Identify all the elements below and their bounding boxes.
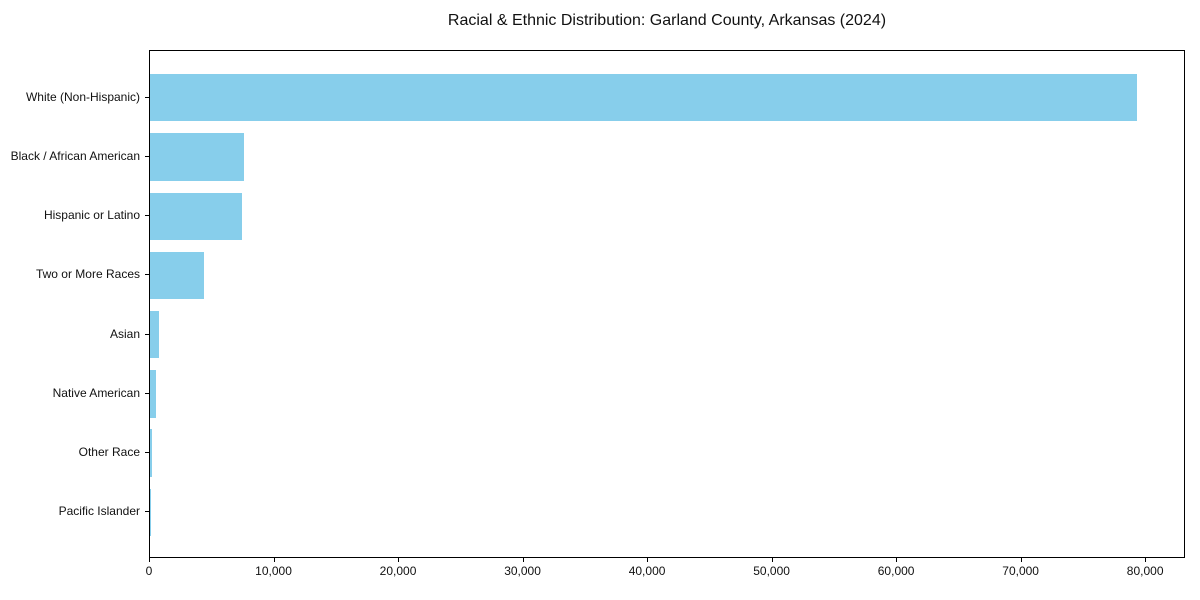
x-axis-tick-label: 0 [145,564,153,578]
y-axis-tick [145,452,149,454]
y-axis-tick [145,392,149,394]
y-axis-label: Two or More Races [35,267,140,282]
y-axis-tick [145,274,149,276]
x-axis-tick-label: 30,000 [504,564,541,578]
x-axis-tick-label: 50,000 [753,564,790,578]
plot-area [149,50,1185,558]
x-axis-tick [149,558,150,562]
bar [150,74,1137,122]
bar [150,488,151,536]
y-axis-tick [145,215,149,217]
bar [150,192,243,240]
y-axis-label: Hispanic or Latino [43,208,140,223]
x-axis-tick-label: 60,000 [877,564,915,578]
y-axis-tick [145,96,149,98]
x-axis-tick-label: 20,000 [379,564,417,578]
x-axis-tick [522,558,524,562]
bar [150,429,152,477]
bar [150,251,204,300]
x-axis-tick [1145,558,1147,562]
y-axis-label: Black / African American [10,149,140,163]
x-axis-tick [1020,558,1022,562]
chart-title: Racial & Ethnic Distribution: Garland Co… [447,12,887,29]
x-axis-tick [398,558,400,562]
y-axis-label: Asian [109,326,140,341]
bar [150,133,244,181]
x-axis-tick-label: 10,000 [255,564,292,578]
x-axis-tick [771,558,773,562]
bar [150,370,156,418]
x-axis-tick [647,558,649,562]
y-axis-tick [145,511,149,513]
x-axis-tick-label: 70,000 [1002,564,1039,578]
x-axis-tick [273,558,275,562]
y-axis-label: Native American [52,385,140,400]
y-axis-label: Other Race [78,445,140,460]
x-axis-tick-label: 80,000 [1126,564,1164,578]
y-axis-tick [145,333,149,335]
bar [150,310,159,359]
y-axis-label: Pacific Islander [58,504,140,519]
x-axis-tick [896,558,898,562]
x-axis-tick-label: 40,000 [628,564,666,578]
y-axis-label: White (Non-Hispanic) [25,89,140,104]
y-axis-tick [145,156,149,157]
